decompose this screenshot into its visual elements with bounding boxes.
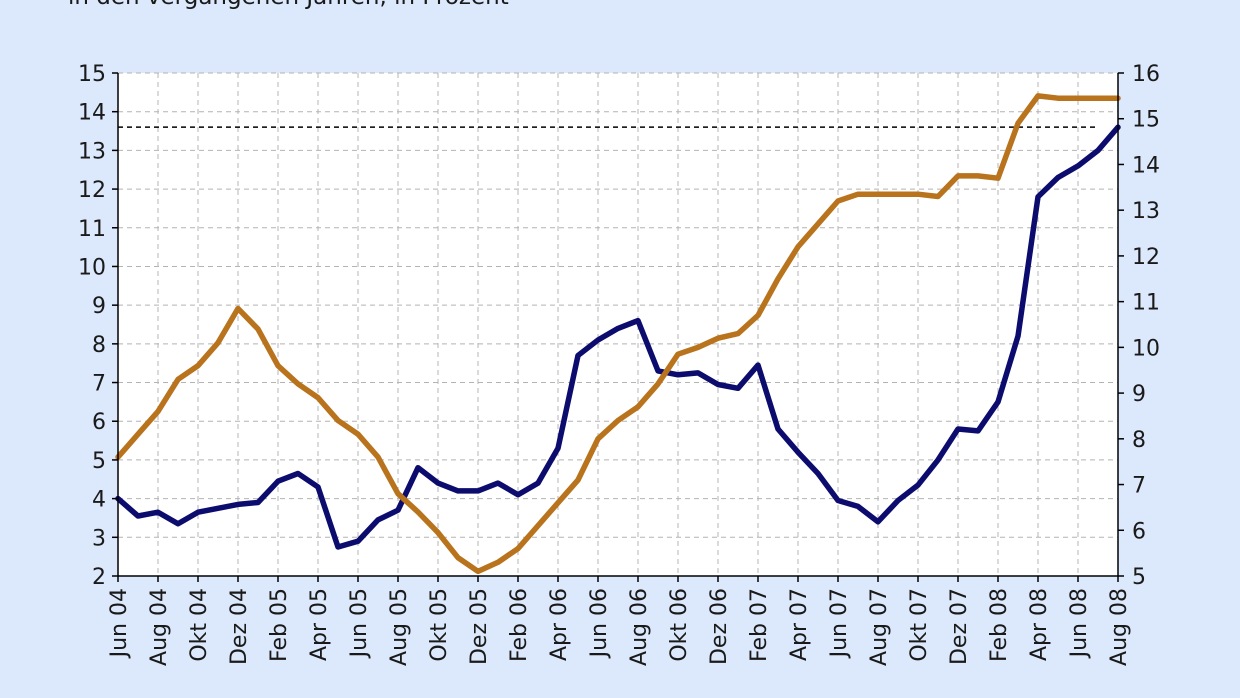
y-right-tick-label: 12 <box>1132 245 1160 270</box>
y-right-tick-label: 15 <box>1132 108 1160 133</box>
x-tick-label: Okt 04 <box>187 588 212 662</box>
series-line-left-axis <box>115 124 1121 550</box>
x-tick-label: Feb 05 <box>267 588 292 662</box>
y-right-tick-label: 14 <box>1132 153 1160 178</box>
y-left-tick-label: 14 <box>78 101 106 126</box>
y-left-tick-label: 15 <box>78 62 106 87</box>
x-tick-label: Aug 08 <box>1107 588 1132 666</box>
x-tick-label: Aug 05 <box>387 588 412 666</box>
y-right-tick-label: 16 <box>1132 62 1160 87</box>
x-axis-ticks: Jun 04 Aug 04 Okt 04 Dez 04 Feb 05 Apr 05 Jun … <box>107 588 1132 666</box>
y-left-tick-label: 9 <box>92 294 106 319</box>
series-line-right-axis <box>115 93 1121 575</box>
y-axis-left-ticks: 2 3 4 5 6 7 8 9 10 11 12 13 14 15 <box>78 62 106 590</box>
y-axis-right-ticks: 5 6 7 8 9 10 11 12 13 14 15 16 <box>1132 62 1160 590</box>
x-tick-label: Jun 06 <box>587 588 612 659</box>
y-left-tick-label: 4 <box>92 488 106 513</box>
series-layer <box>115 93 1121 575</box>
y-left-tick-label: 10 <box>78 255 106 280</box>
x-tick-label: Aug 06 <box>627 588 652 666</box>
x-tick-label: Apr 08 <box>1027 588 1052 661</box>
x-tick-label: Apr 07 <box>787 588 812 661</box>
x-tick-label: Dez 04 <box>227 588 252 665</box>
gridlines <box>118 72 1118 576</box>
x-tick-label: Dez 06 <box>707 588 732 665</box>
x-tick-label: Jun 04 <box>107 588 132 659</box>
y-left-tick-label: 6 <box>92 410 106 435</box>
y-left-tick-label: 11 <box>78 217 106 242</box>
x-tick-label: Dez 05 <box>467 588 492 665</box>
x-tick-label: Feb 07 <box>747 588 772 662</box>
x-tick-label: Okt 06 <box>667 588 692 662</box>
y-right-tick-label: 5 <box>1132 565 1146 590</box>
x-tick-label: Jun 07 <box>827 588 852 659</box>
x-tick-label: Feb 08 <box>987 588 1012 662</box>
y-right-tick-label: 8 <box>1132 428 1146 453</box>
x-tick-label: Aug 07 <box>867 588 892 666</box>
y-left-tick-label: 2 <box>92 565 106 590</box>
x-tick-label: Dez 07 <box>947 588 972 665</box>
y-left-tick-label: 8 <box>92 333 106 358</box>
x-tick-label: Okt 07 <box>907 588 932 662</box>
x-tick-label: Apr 06 <box>547 588 572 661</box>
x-tick-label: Jun 08 <box>1067 588 1092 659</box>
y-left-tick-label: 7 <box>92 372 106 397</box>
y-left-tick-label: 5 <box>92 449 106 474</box>
axes <box>112 72 1124 582</box>
plot-background <box>118 73 1118 576</box>
y-right-tick-label: 6 <box>1132 519 1146 544</box>
x-tick-label: Apr 05 <box>307 588 332 661</box>
y-right-tick-label: 7 <box>1132 474 1146 499</box>
y-right-tick-label: 13 <box>1132 199 1160 224</box>
y-left-tick-label: 12 <box>78 178 106 203</box>
y-left-tick-label: 13 <box>78 139 106 164</box>
y-left-tick-label: 3 <box>92 526 106 551</box>
chart-subtitle: in den vergangenen Jahren, in Prozent <box>68 0 509 10</box>
y-right-tick-label: 10 <box>1132 336 1160 361</box>
x-tick-label: Feb 06 <box>507 588 532 662</box>
y-right-tick-label: 9 <box>1132 382 1146 407</box>
x-tick-label: Aug 04 <box>147 588 172 666</box>
y-right-tick-label: 11 <box>1132 291 1160 316</box>
x-tick-label: Jun 05 <box>347 588 372 659</box>
x-tick-label: Okt 05 <box>427 588 452 662</box>
